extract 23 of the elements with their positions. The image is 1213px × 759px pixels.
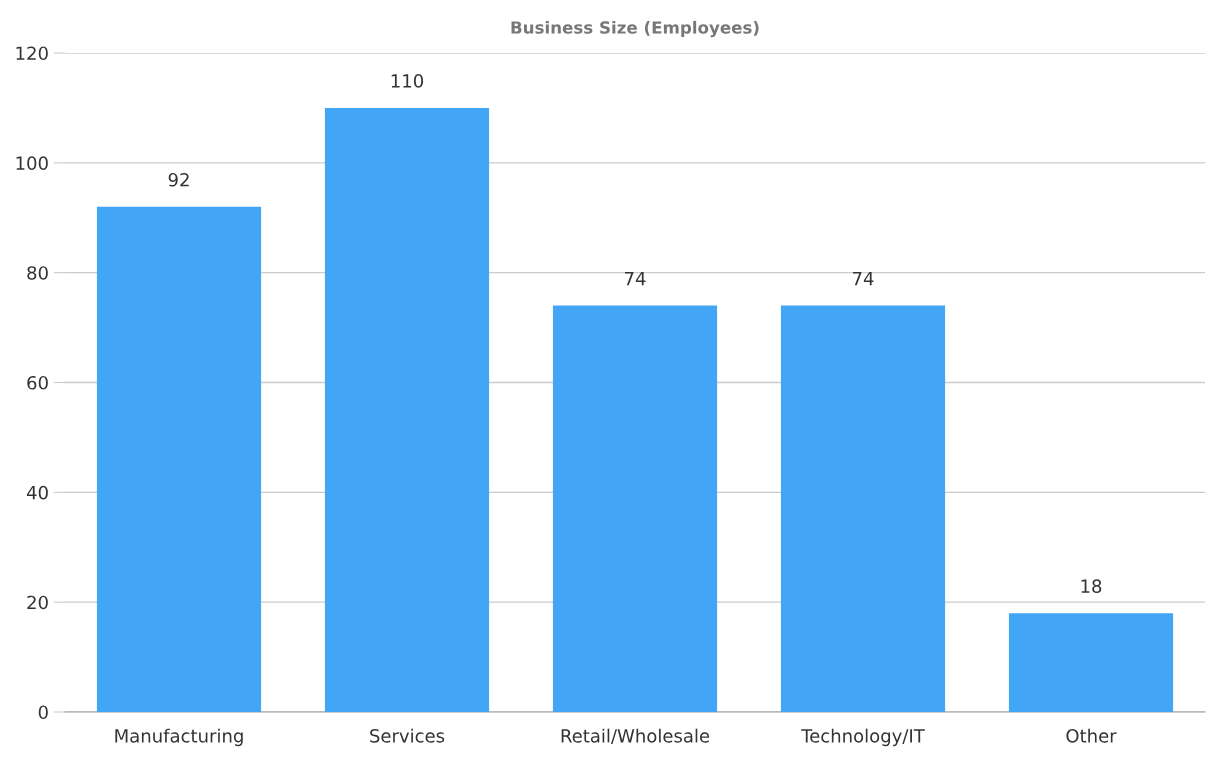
data-label: 74: [624, 272, 646, 286]
y-tick-label: 20: [27, 595, 48, 610]
x-tick-label: Retail/Wholesale: [561, 728, 710, 745]
bar: [96, 206, 262, 712]
y-tick-label: 100: [16, 156, 48, 170]
bar: [1008, 613, 1174, 712]
y-tick-label: 120: [16, 46, 48, 61]
x-tick-label: Other: [1066, 728, 1117, 743]
data-label: 92: [168, 172, 189, 187]
x-tick-label: Technology/IT: [801, 728, 925, 747]
y-tick-label: 0: [38, 705, 48, 720]
data-label: 110: [391, 74, 424, 88]
y-tick-label: 60: [27, 375, 48, 390]
data-label: 18: [1081, 579, 1102, 593]
chart-title: Business Size (Employees): [511, 20, 759, 38]
x-tick-label: Services: [370, 728, 445, 743]
y-tick-label: 80: [27, 266, 48, 280]
bar: [780, 305, 946, 712]
y-tick-label: 40: [26, 485, 48, 500]
data-label: 74: [852, 272, 874, 286]
x-tick-label: Manufacturing: [115, 728, 243, 747]
bar: [552, 305, 718, 712]
bar: [324, 107, 490, 712]
